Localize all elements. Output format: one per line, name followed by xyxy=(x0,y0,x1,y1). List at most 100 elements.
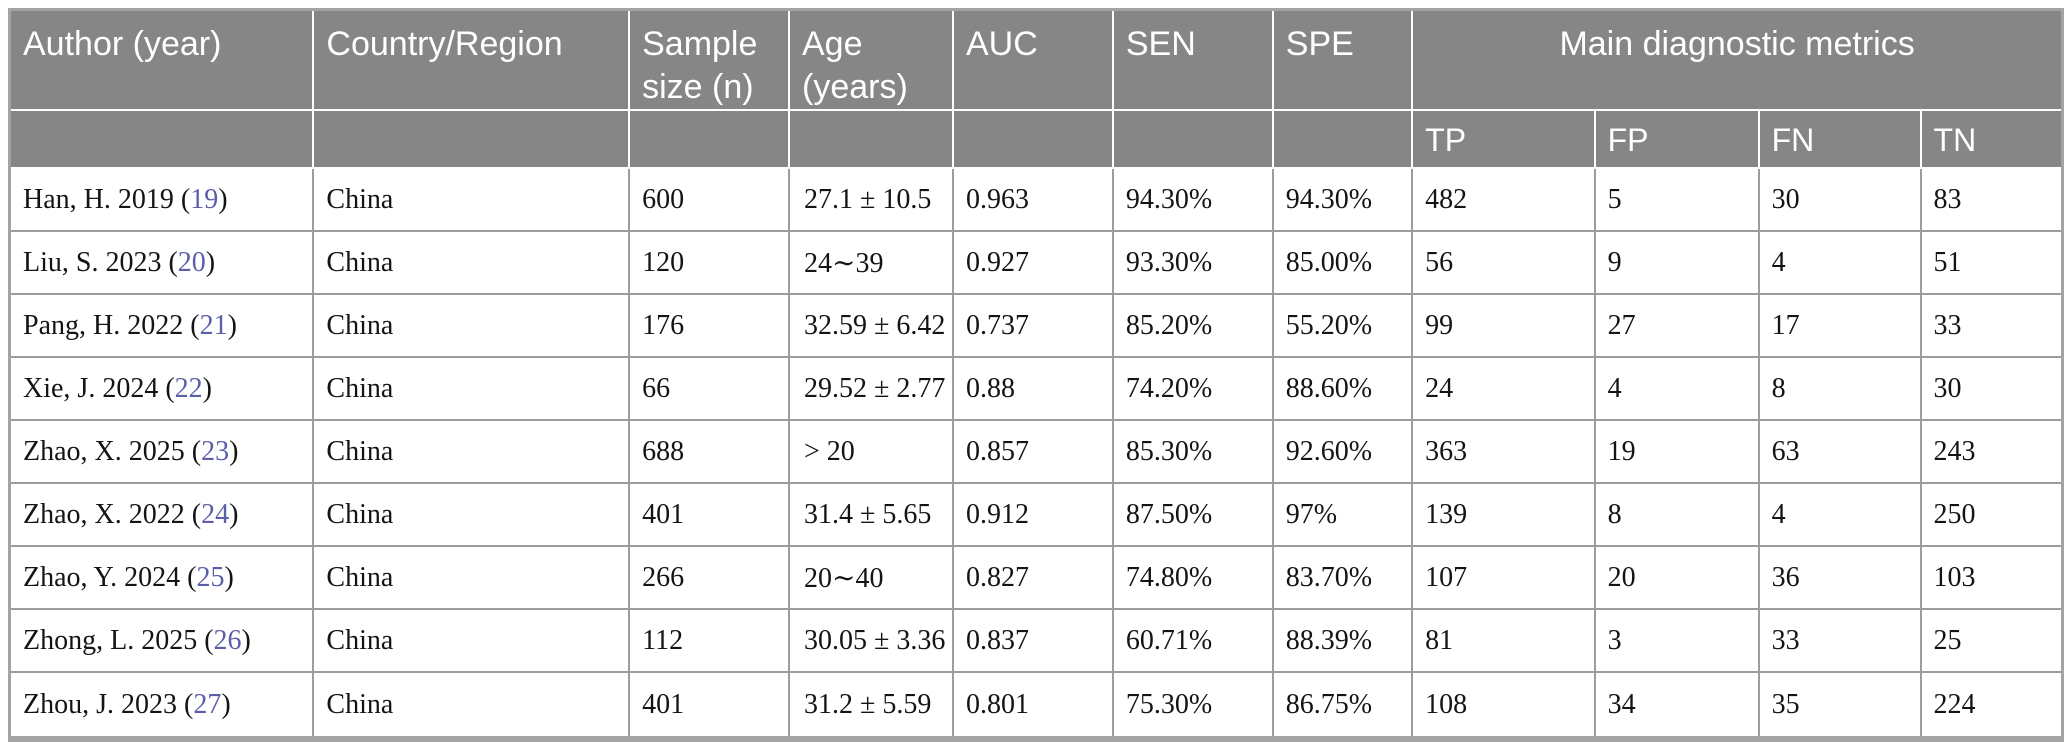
spe-cell: 85.00% xyxy=(1273,232,1414,295)
auc-cell: 0.801 xyxy=(953,673,1114,736)
author-text: Xie, J. 2024 xyxy=(23,372,159,404)
fn-cell: 33 xyxy=(1759,610,1922,673)
citation-open: ( xyxy=(184,435,202,467)
tn-cell: 30 xyxy=(1921,358,2061,421)
fp-cell: 27 xyxy=(1595,295,1760,358)
author-cell: Liu, S. 2023 (20) xyxy=(11,232,315,295)
col-header-author: Author (year) xyxy=(11,11,315,111)
age-cell: 24∼39 xyxy=(790,232,954,295)
citation-ref[interactable]: 22 xyxy=(174,372,203,404)
sample-size-cell: 401 xyxy=(630,484,790,547)
author-cell: Zhou, J. 2023 (27) xyxy=(11,673,315,736)
fp-cell: 5 xyxy=(1595,169,1760,232)
auc-cell: 0.927 xyxy=(953,232,1114,295)
citation-ref[interactable]: 24 xyxy=(201,498,230,530)
fn-cell: 4 xyxy=(1759,232,1922,295)
age-cell: > 20 xyxy=(790,421,954,484)
tn-cell: 33 xyxy=(1921,295,2061,358)
age-cell: 27.1 ± 10.5 xyxy=(790,169,954,232)
sen-cell: 87.50% xyxy=(1113,484,1274,547)
table-row: Zhao, Y. 2024 (25) China 266 20∼40 0.827… xyxy=(11,547,2061,610)
citation-open: ( xyxy=(173,183,191,215)
citation-ref[interactable]: 21 xyxy=(199,309,228,341)
fn-cell: 8 xyxy=(1759,358,1922,421)
citation-ref[interactable]: 27 xyxy=(193,688,222,720)
table-row: Zhao, X. 2022 (24) China 401 31.4 ± 5.65… xyxy=(11,484,2061,547)
citation-ref[interactable]: 19 xyxy=(190,183,219,215)
table-row: Zhong, L. 2025 (26) China 112 30.05 ± 3.… xyxy=(11,610,2061,673)
spe-cell: 97% xyxy=(1273,484,1414,547)
fn-cell: 63 xyxy=(1759,421,1922,484)
col-header-tn: TN xyxy=(1921,111,2061,169)
table-body: Han, H. 2019 (19) China 600 27.1 ± 10.5 … xyxy=(11,169,2061,736)
col-header-tp: TP xyxy=(1413,111,1596,169)
table-row: Han, H. 2019 (19) China 600 27.1 ± 10.5 … xyxy=(11,169,2061,232)
citation-ref[interactable]: 23 xyxy=(201,435,230,467)
author-cell: Pang, H. 2022 (21) xyxy=(11,295,315,358)
spe-cell: 83.70% xyxy=(1273,547,1414,610)
age-cell: 29.52 ± 2.77 xyxy=(790,358,954,421)
col-header-country: Country/Region xyxy=(314,11,631,111)
citation-open: ( xyxy=(184,498,202,530)
fp-cell: 3 xyxy=(1595,610,1760,673)
author-text: Zhao, Y. 2024 xyxy=(23,561,181,593)
author-text: Han, H. 2019 xyxy=(23,183,174,215)
sen-cell: 85.20% xyxy=(1113,295,1274,358)
author-cell: Han, H. 2019 (19) xyxy=(11,169,315,232)
col-header-main-diagnostic-metrics: Main diagnostic metrics xyxy=(1413,11,2061,111)
country-cell: China xyxy=(314,295,631,358)
citation-ref[interactable]: 26 xyxy=(213,624,242,656)
citation-close: ) xyxy=(205,246,216,278)
fn-cell: 35 xyxy=(1759,673,1922,736)
sen-cell: 94.30% xyxy=(1113,169,1274,232)
tn-cell: 250 xyxy=(1921,484,2061,547)
tp-cell: 81 xyxy=(1413,610,1596,673)
table-header: Author (year) Country/Region Sample size… xyxy=(11,11,2061,169)
author-cell: Zhong, L. 2025 (26) xyxy=(11,610,315,673)
table-row: Pang, H. 2022 (21) China 176 32.59 ± 6.4… xyxy=(11,295,2061,358)
fp-cell: 9 xyxy=(1595,232,1760,295)
subheader-empty xyxy=(11,111,315,169)
sen-cell: 74.80% xyxy=(1113,547,1274,610)
subheader-empty xyxy=(1113,111,1274,169)
citation-ref[interactable]: 20 xyxy=(177,246,206,278)
citation-close: ) xyxy=(227,309,237,341)
auc-cell: 0.963 xyxy=(953,169,1114,232)
country-cell: China xyxy=(314,610,631,673)
citation-open: ( xyxy=(183,309,200,341)
fn-cell: 4 xyxy=(1759,484,1922,547)
tn-cell: 51 xyxy=(1921,232,2061,295)
sen-cell: 74.20% xyxy=(1113,358,1274,421)
sen-cell: 93.30% xyxy=(1113,232,1274,295)
spe-cell: 92.60% xyxy=(1273,421,1414,484)
spe-cell: 88.39% xyxy=(1273,610,1414,673)
spe-cell: 94.30% xyxy=(1273,169,1414,232)
fn-cell: 30 xyxy=(1759,169,1922,232)
citation-close: ) xyxy=(218,183,228,215)
citation-close: ) xyxy=(229,498,239,530)
age-cell: 20∼40 xyxy=(790,547,954,610)
tp-cell: 107 xyxy=(1413,547,1596,610)
country-cell: China xyxy=(314,358,631,421)
table-row: Liu, S. 2023 (20) China 120 24∼39 0.927 … xyxy=(11,232,2061,295)
spe-cell: 55.20% xyxy=(1273,295,1414,358)
subheader-empty xyxy=(314,111,631,169)
tn-cell: 224 xyxy=(1921,673,2061,736)
citation-open: ( xyxy=(158,372,175,404)
table-row: Xie, J. 2024 (22) China 66 29.52 ± 2.77 … xyxy=(11,358,2061,421)
fp-cell: 34 xyxy=(1595,673,1760,736)
auc-cell: 0.737 xyxy=(953,295,1114,358)
citation-ref[interactable]: 25 xyxy=(196,561,225,593)
age-cell: 32.59 ± 6.42 xyxy=(790,295,954,358)
tn-cell: 25 xyxy=(1921,610,2061,673)
citation-close: ) xyxy=(221,688,231,720)
col-header-fp: FP xyxy=(1595,111,1760,169)
subheader-empty xyxy=(790,111,954,169)
col-header-age: Age (years) xyxy=(790,11,954,111)
sample-size-cell: 401 xyxy=(630,673,790,736)
citation-close: ) xyxy=(224,561,234,593)
tp-cell: 139 xyxy=(1413,484,1596,547)
author-cell: Zhao, X. 2022 (24) xyxy=(11,484,315,547)
age-cell: 31.4 ± 5.65 xyxy=(790,484,954,547)
sen-cell: 60.71% xyxy=(1113,610,1274,673)
